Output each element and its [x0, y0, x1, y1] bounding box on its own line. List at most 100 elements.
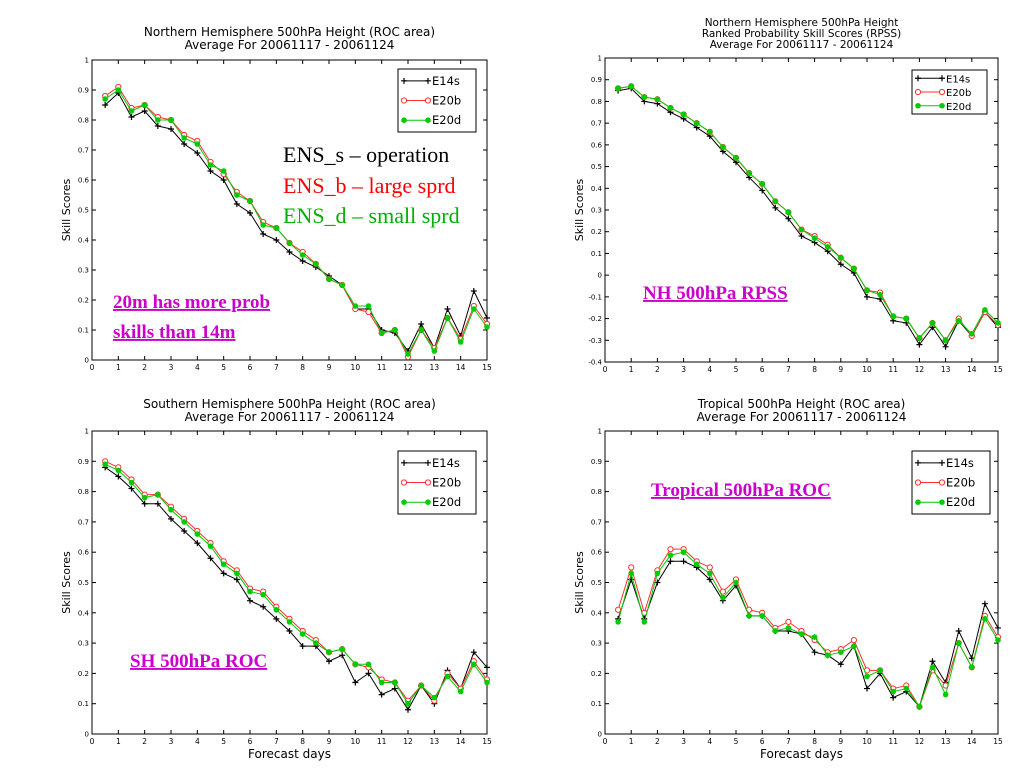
data-point [418, 682, 424, 689]
data-point [484, 324, 490, 330]
y-tick-label: 0 [85, 357, 89, 365]
data-point [378, 691, 385, 698]
data-point [234, 570, 240, 577]
y-tick-label: 0.8 [591, 488, 602, 496]
data-point [798, 226, 805, 233]
data-point [141, 108, 148, 114]
y-tick-label: 0.4 [591, 185, 603, 193]
data-point [628, 570, 634, 577]
series-E20d [615, 83, 1001, 344]
x-tick-label: 9 [327, 363, 332, 372]
data-point [326, 276, 332, 282]
x-tick-label: 9 [838, 365, 843, 374]
series-E20b [615, 546, 1002, 710]
data-point [759, 187, 766, 194]
legend-label: E14s [946, 456, 974, 470]
data-point [207, 162, 214, 168]
data-point [785, 618, 792, 625]
data-point [929, 658, 936, 665]
data-point [759, 613, 765, 619]
data-point [772, 628, 779, 634]
data-point [313, 640, 319, 646]
data-point [220, 168, 227, 174]
data-point [128, 479, 135, 486]
data-point [299, 643, 306, 650]
chart-panel-1: Northern Hemisphere 500hPa Height (ROC a… [60, 25, 492, 372]
data-point [181, 141, 188, 147]
annotation-text: Tropical 500hPa ROC [651, 480, 831, 501]
data-point [405, 351, 411, 357]
data-point [431, 348, 438, 354]
legend-marker [915, 459, 921, 466]
legend-label: E20d [946, 495, 975, 509]
data-point [194, 141, 201, 147]
y-axis-label: Skill Scores [573, 178, 586, 241]
data-point [102, 461, 108, 468]
data-point [707, 129, 713, 135]
x-tick-label: 10 [862, 737, 872, 746]
y-tick-label: 0.6 [78, 549, 90, 557]
y-tick-label: 0.2 [78, 297, 89, 305]
x-tick-label: 1 [629, 365, 634, 374]
data-point [392, 679, 398, 686]
y-tick-label: -0.1 [588, 293, 602, 301]
data-point [194, 540, 201, 547]
data-point [746, 613, 752, 619]
y-axis-label: Skill Scores [573, 551, 586, 614]
x-tick-label: 9 [327, 737, 332, 746]
data-point [128, 485, 135, 492]
data-point [247, 597, 253, 604]
data-point [260, 603, 267, 610]
data-point [903, 685, 910, 692]
data-point [365, 661, 372, 668]
chart-title: Northern Hemisphere 500hPa Height [705, 17, 899, 29]
data-point [864, 685, 870, 692]
legend-marker [425, 77, 431, 84]
data-point [851, 643, 857, 649]
legend-label: E14s [946, 74, 970, 85]
data-point [155, 117, 161, 123]
data-point [969, 664, 975, 671]
x-tick-label: 6 [760, 365, 765, 374]
data-point [260, 231, 267, 237]
legend-marker [915, 102, 921, 109]
data-point [942, 691, 949, 698]
x-tick-label: 3 [169, 363, 174, 372]
y-axis-label: Skill Scores [60, 178, 73, 241]
data-point [785, 625, 792, 631]
legend: E14s E20b E20d [397, 450, 477, 515]
x-tick-label: 15 [993, 737, 1003, 746]
x-tick-label: 14 [456, 737, 466, 746]
legend-marker [401, 499, 407, 505]
y-tick-label: 0.1 [591, 700, 602, 708]
y-tick-label: 0.6 [78, 177, 90, 185]
data-point [955, 627, 962, 634]
data-point [168, 506, 174, 513]
data-point [444, 306, 451, 312]
data-point [392, 327, 398, 333]
legend-label: E14s [432, 456, 460, 470]
data-point [838, 254, 844, 261]
legend-marker [938, 88, 946, 96]
y-tick-label: 0.5 [78, 579, 89, 587]
x-tick-label: 13 [430, 737, 440, 746]
x-tick-label: 0 [90, 363, 95, 372]
x-tick-label: 14 [967, 365, 977, 374]
y-tick-label: 0.4 [591, 609, 603, 617]
data-point [995, 637, 1001, 643]
data-point [378, 679, 385, 686]
data-point [194, 150, 201, 156]
x-tick-label: 6 [760, 737, 765, 746]
annotation-text: skills than 14m [113, 322, 236, 343]
data-point [141, 500, 148, 507]
data-point [864, 287, 870, 294]
data-point [890, 688, 896, 695]
x-tick-label: 15 [482, 737, 492, 746]
data-point [995, 624, 1001, 631]
data-point [470, 288, 477, 294]
y-tick-label: 0.5 [591, 579, 602, 587]
chart-panel-4: Tropical 500hPa Height (ROC area)Average… [573, 397, 1003, 761]
y-tick-label: 1 [598, 428, 602, 436]
y-tick-label: 0.9 [78, 458, 89, 466]
x-tick-label: 3 [681, 737, 686, 746]
